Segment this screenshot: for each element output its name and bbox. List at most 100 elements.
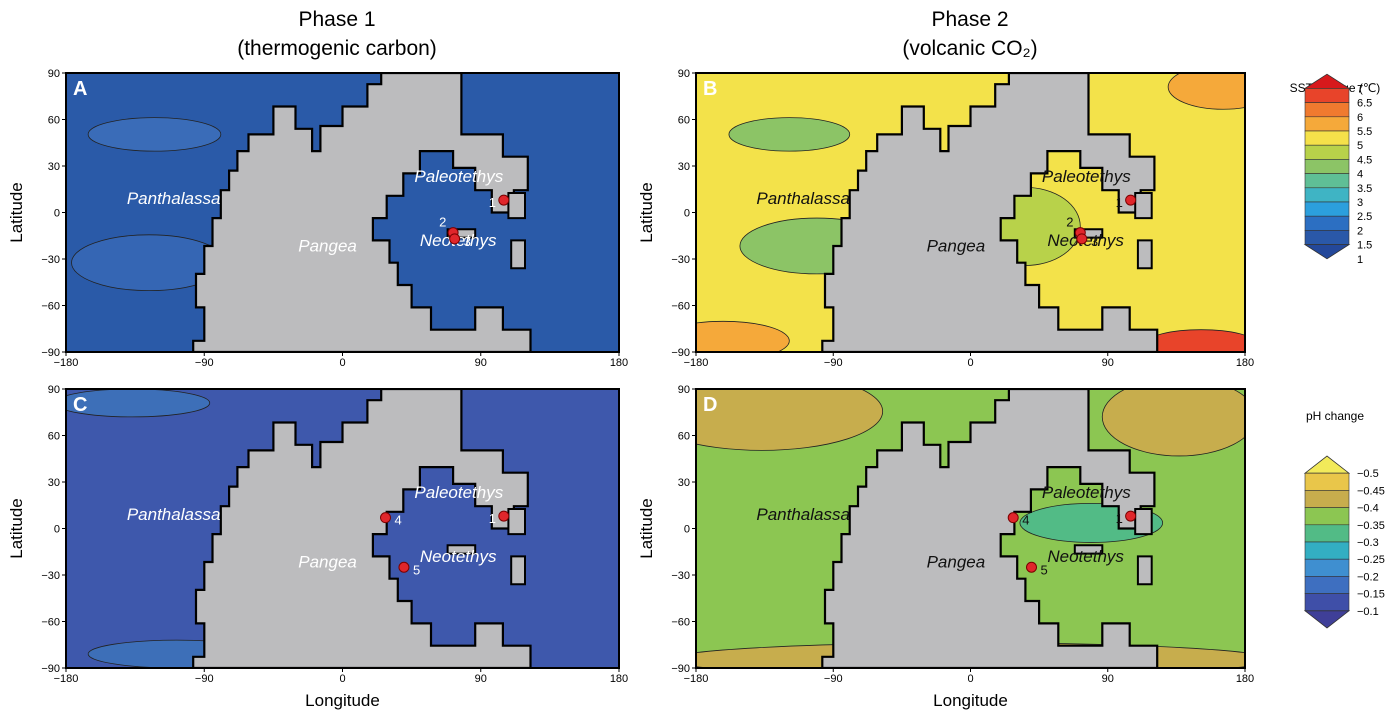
legend-label: −0.1 — [1357, 606, 1379, 618]
legend-label: 7 — [1357, 83, 1363, 95]
island — [1134, 192, 1153, 220]
y-tick-label: −30 — [671, 570, 690, 582]
phase2-subtitle: (volcanic CO₂) — [902, 37, 1037, 60]
landmass-label: Pangea — [298, 553, 357, 572]
legend-label: −0.3 — [1357, 537, 1379, 549]
island — [1073, 544, 1104, 555]
x-tick-label: 180 — [610, 673, 628, 685]
legend-label: −0.15 — [1357, 589, 1385, 601]
pangea-landmass — [821, 73, 1159, 352]
legend-swatch — [1304, 102, 1350, 118]
landmass-label: Pangea — [927, 553, 986, 572]
y-tick-label: −60 — [671, 301, 690, 313]
ocean-label: Neotethys — [1047, 547, 1124, 566]
legend-swatch — [1304, 541, 1350, 560]
landmass-label: Pangea — [298, 237, 357, 256]
ocean-label: Panthalassa — [756, 505, 850, 524]
legend-swatch — [1304, 472, 1350, 491]
pangea-landmass — [192, 389, 532, 668]
island — [1136, 555, 1153, 586]
ocean-label: Panthalassa — [127, 189, 221, 208]
y-tick-label: 60 — [48, 115, 60, 127]
legend-label: 4.5 — [1357, 154, 1372, 166]
island — [507, 508, 526, 536]
legend-label: −0.5 — [1357, 468, 1379, 480]
site-marker — [1125, 510, 1137, 522]
site-marker — [1026, 561, 1037, 573]
site-label: 3 — [464, 234, 471, 249]
y-tick-label: 0 — [684, 524, 690, 536]
x-axis-label: Longitude — [305, 691, 380, 710]
x-tick-label: 90 — [1102, 673, 1114, 685]
map-panels: A Panthalassa Paleotethys Neotethys Pangea 1 2… — [7, 68, 1254, 710]
ocean-label: Panthalassa — [756, 189, 850, 208]
legend-label: 5 — [1357, 140, 1363, 152]
legend-swatch — [1304, 88, 1350, 103]
legend-label: −0.4 — [1357, 503, 1379, 515]
site-label: 1 — [489, 195, 496, 210]
legend-label: −0.45 — [1357, 485, 1385, 497]
contour-region — [1167, 73, 1245, 110]
sst-colorbar-legend: SST change (℃)76.565.554.543.532.521.51 — [1290, 73, 1380, 266]
y-tick-label: −90 — [671, 663, 690, 675]
site-marker — [498, 194, 510, 206]
y-tick-label: 60 — [678, 431, 690, 443]
legend-label: −0.2 — [1357, 571, 1379, 583]
y-tick-label: 90 — [678, 384, 690, 396]
phase1-subtitle: (thermogenic carbon) — [237, 37, 437, 60]
y-tick-label: 90 — [48, 384, 60, 396]
legend-arrow-top — [1303, 455, 1351, 474]
site-label: 1 — [1116, 195, 1123, 210]
ocean-label: Paleotethys — [1042, 483, 1131, 502]
site-label: 1 — [489, 511, 496, 526]
map-panel-b: BPanthalassaPaleotethysNeotethysPangea12… — [637, 68, 1254, 369]
contour-region — [696, 320, 790, 352]
ocean-label: Paleotethys — [1042, 167, 1131, 186]
x-tick-label: 0 — [967, 357, 973, 369]
x-axis-label: Longitude — [933, 691, 1008, 710]
island — [1136, 239, 1153, 270]
phase1-title: Phase 1 — [298, 8, 375, 31]
x-tick-label: −180 — [54, 673, 79, 685]
y-tick-label: −90 — [41, 347, 60, 359]
legend-label: 2 — [1357, 225, 1363, 237]
site-marker — [498, 510, 510, 522]
site-label: 5 — [413, 562, 420, 577]
legend-swatch — [1304, 159, 1350, 174]
x-tick-label: 180 — [610, 357, 628, 369]
y-tick-label: −30 — [41, 570, 60, 582]
legend-swatch — [1304, 173, 1350, 189]
contour-region — [696, 389, 884, 451]
legend-swatch — [1304, 524, 1350, 543]
legend-label: 4 — [1357, 169, 1363, 181]
legend-swatch — [1304, 130, 1350, 146]
y-tick-label: −60 — [41, 617, 60, 629]
island — [510, 555, 526, 586]
y-tick-label: 60 — [48, 431, 60, 443]
legend-swatch — [1304, 187, 1350, 203]
site-label: 2 — [439, 215, 446, 230]
x-tick-label: 90 — [1102, 357, 1114, 369]
panel-letter: B — [703, 78, 717, 100]
site-marker — [398, 561, 410, 573]
x-tick-label: 180 — [1236, 673, 1254, 685]
x-tick-label: 90 — [475, 357, 487, 369]
y-tick-label: −60 — [41, 301, 60, 313]
site-marker — [1125, 194, 1137, 206]
y-tick-label: 60 — [678, 115, 690, 127]
y-tick-label: 90 — [678, 68, 690, 80]
legend-label: 6 — [1357, 112, 1363, 124]
ph-colorbar-legend: pH change −0.5 −0.45 −0.4 −0.35 −0.3 −0.25 −0.2… — [1303, 409, 1385, 629]
y-tick-label: 30 — [48, 477, 60, 489]
ocean-label: Panthalassa — [127, 505, 221, 524]
pangea-landmass — [821, 389, 1159, 668]
site-label: 4 — [1022, 513, 1029, 528]
site-label: 4 — [395, 513, 402, 528]
y-tick-label: 30 — [48, 161, 60, 173]
island — [510, 239, 526, 270]
ocean-label: Paleotethys — [414, 483, 503, 502]
island — [507, 192, 526, 220]
y-tick-label: 30 — [678, 477, 690, 489]
y-tick-label: 0 — [54, 208, 60, 220]
